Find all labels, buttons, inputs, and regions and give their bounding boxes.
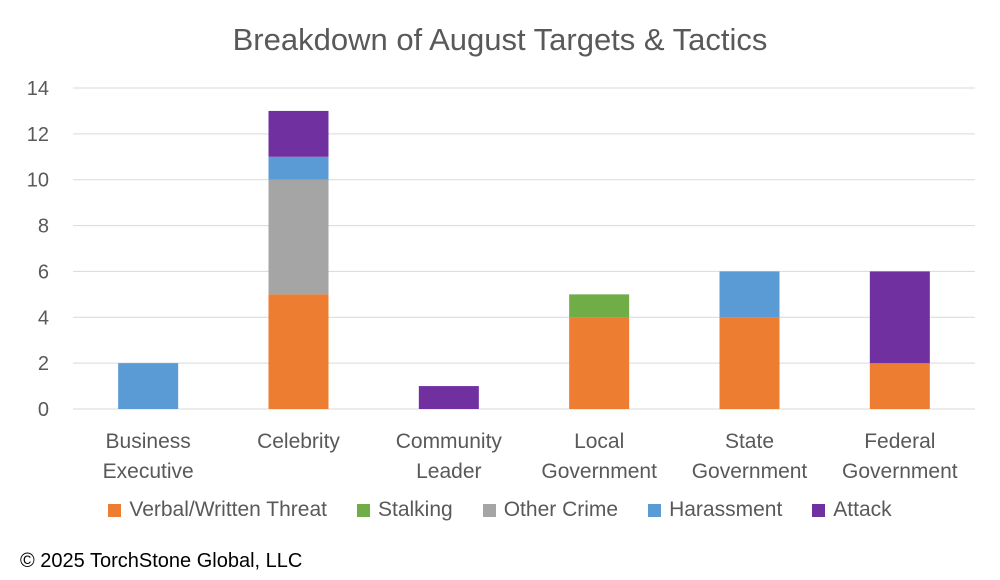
chart-title: Breakdown of August Targets & Tactics	[232, 22, 768, 57]
x-category-label: Business	[106, 430, 191, 453]
x-category-label: Executive	[103, 460, 194, 483]
bar-segment	[569, 294, 630, 318]
legend-item: Stalking	[357, 498, 453, 522]
bar-segment	[268, 294, 329, 409]
legend-item: Attack	[812, 498, 892, 522]
bar-segment	[118, 363, 179, 409]
legend-swatch	[648, 503, 662, 517]
legend-swatch	[357, 503, 370, 517]
bar-segment	[869, 363, 930, 409]
legend-label: Stalking	[378, 498, 453, 521]
x-category-label: Community	[396, 430, 503, 453]
legend-swatch	[108, 503, 122, 517]
x-category-label: Celebrity	[257, 430, 340, 453]
legend-swatch	[482, 503, 496, 517]
legend-swatch	[812, 503, 826, 517]
x-category-label: Government	[541, 460, 657, 483]
bar-segment	[418, 386, 479, 409]
legend-item: Other Crime	[482, 498, 619, 522]
bar-segment	[869, 271, 930, 364]
y-tick-label: 14	[27, 78, 49, 100]
legend-item: Verbal/Written Threat	[108, 498, 327, 522]
y-tick-label: 12	[27, 124, 49, 146]
x-category-label: State	[725, 430, 774, 453]
legend-label: Harassment	[669, 498, 783, 521]
bar-segment	[268, 156, 329, 180]
bar-segment	[268, 110, 329, 157]
chart-legend: Verbal/Written Threat Stalking Other Crime…	[0, 498, 1000, 522]
y-tick-label: 4	[38, 307, 49, 329]
bar-segment	[268, 179, 329, 295]
y-tick-label: 10	[27, 170, 49, 192]
x-category-label: Local	[574, 430, 624, 453]
x-category-label: Federal	[864, 430, 935, 453]
legend-label: Attack	[833, 498, 892, 521]
y-tick-label: 2	[38, 353, 49, 375]
legend-label: Verbal/Written Threat	[129, 498, 327, 521]
x-category-label: Government	[692, 460, 808, 483]
bar-segment	[719, 271, 780, 318]
legend-label: Other Crime	[503, 498, 619, 521]
y-tick-label: 8	[38, 216, 49, 238]
bar-segment	[569, 317, 630, 409]
y-tick-label: 6	[38, 261, 49, 283]
x-category-label: Government	[842, 460, 958, 483]
bar-segment	[719, 317, 780, 409]
copyright-notice: © 2025 TorchStone Global, LLC	[20, 550, 303, 572]
x-category-label: Leader	[416, 460, 481, 483]
legend-item: Harassment	[648, 498, 782, 522]
y-tick-label: 0	[38, 399, 49, 421]
